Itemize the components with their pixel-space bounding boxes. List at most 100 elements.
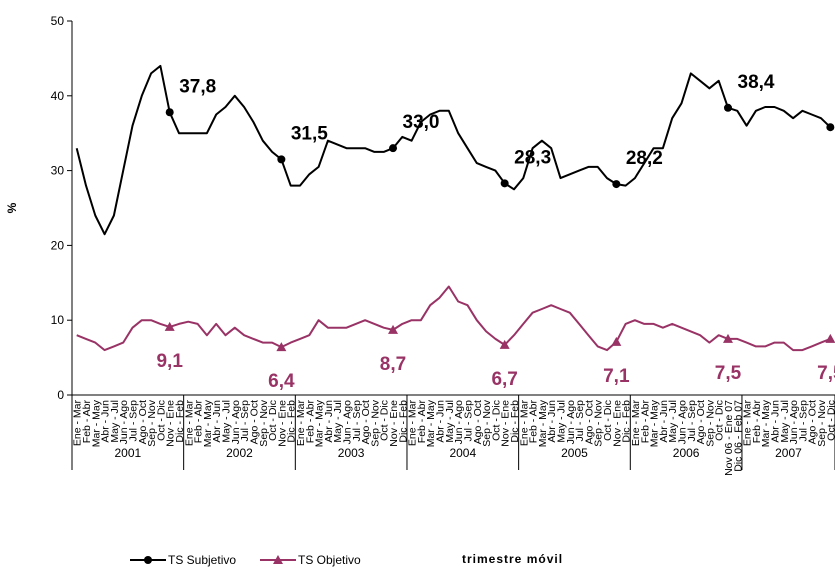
- x-tick-label: Sep - Nov: [258, 399, 270, 446]
- value-label: 38,4: [738, 72, 775, 93]
- x-tick-label: Oct - Dic: [825, 400, 835, 441]
- x-tick-label: Dic - Feb: [621, 400, 633, 443]
- legend-label: TS Subjetivo: [168, 553, 236, 567]
- x-tick-label: Nov - Ene: [165, 400, 177, 447]
- x-tick-label: Nov - Ene: [611, 400, 623, 447]
- x-tick-label: Dic - Feb: [509, 400, 521, 443]
- marker: [164, 321, 175, 331]
- value-label: 28,2: [626, 148, 663, 169]
- marker: [611, 336, 622, 346]
- x-tick-label: Abr - Jun: [546, 400, 558, 443]
- x-tick-label: Ene - Mar: [295, 400, 307, 447]
- x-tick-label: Oct - Dic: [379, 400, 391, 441]
- value-label: 9,1: [156, 351, 183, 372]
- x-tick-label: Jul - Sep: [462, 400, 474, 442]
- year-label: 2007: [775, 446, 802, 460]
- value-label: 31,5: [291, 123, 328, 144]
- x-tick-label: Jul - Sep: [574, 400, 586, 442]
- x-tick-label: Feb - Abr: [193, 399, 205, 443]
- marker: [826, 123, 835, 132]
- x-tick-label: Feb - Abr: [81, 399, 93, 443]
- marker: [500, 179, 509, 188]
- x-tick-label: Ene - Mar: [72, 400, 84, 447]
- legend-marker: [144, 556, 152, 564]
- x-tick-label: Abr - Jun: [323, 400, 335, 443]
- marker: [612, 180, 621, 189]
- value-label: 7,5: [715, 363, 742, 384]
- value-label: 7,1: [603, 366, 630, 387]
- x-tick-label: Oct - Dic: [602, 400, 614, 441]
- x-tick-label: Ago - Oct: [137, 400, 149, 444]
- x-axis-title: trimestre móvil: [462, 552, 563, 566]
- x-tick-label: Feb - Abr: [639, 399, 651, 443]
- series-line: [76, 285, 831, 352]
- x-tick-label: Ene - Mar: [183, 400, 195, 447]
- value-label: 37,8: [179, 76, 216, 97]
- x-tick-label: Oct - Dic: [490, 400, 502, 441]
- x-tick-label: Sep - Nov: [593, 399, 605, 446]
- marker: [389, 144, 398, 153]
- year-label: 2004: [449, 446, 476, 460]
- x-tick-label: Oct - Dic: [714, 400, 726, 441]
- x-tick-label: Ene - Mar: [742, 400, 754, 447]
- year-label: 2005: [561, 446, 588, 460]
- x-tick-label: Abr - Jun: [658, 400, 670, 443]
- y-axis-title: %: [5, 202, 19, 213]
- x-tick-label: Abr - Jun: [770, 400, 782, 443]
- x-tick-label: Mar - May: [537, 399, 549, 447]
- x-tick-label: Feb - Abr: [751, 399, 763, 443]
- x-tick-label: Mar - May: [649, 399, 661, 447]
- x-tick-label: May - Jul: [444, 400, 456, 443]
- marker: [499, 339, 510, 349]
- year-label: 2006: [673, 446, 700, 460]
- x-tick-label: Oct - Dic: [155, 400, 167, 441]
- y-tick-label: 20: [51, 238, 65, 252]
- y-tick-label: 50: [51, 14, 65, 28]
- x-tick-label: Sep - Nov: [704, 399, 716, 446]
- x-tick-label: Jul - Sep: [351, 400, 363, 442]
- value-label: 6,4: [268, 371, 295, 392]
- x-tick-label: Jun - Ago: [230, 400, 242, 445]
- x-tick-label: Sep - Nov: [816, 399, 828, 446]
- x-tick-label: May - Jul: [332, 400, 344, 443]
- x-tick-label: Dic - Feb: [174, 400, 186, 443]
- x-tick-label: Jul - Sep: [797, 400, 809, 442]
- x-tick-label: May - Jul: [667, 400, 679, 443]
- marker: [276, 342, 287, 352]
- x-tick-label: Ago - Oct: [248, 400, 260, 444]
- x-tick-label: May - Jul: [556, 400, 568, 443]
- legend-label: TS Objetivo: [298, 553, 361, 567]
- x-tick-label: Nov - Ene: [388, 400, 400, 447]
- value-label: 28,3: [514, 147, 551, 168]
- marker: [165, 108, 174, 117]
- x-tick-label: May - Jul: [221, 400, 233, 443]
- x-tick-label: Oct - Dic: [267, 400, 279, 441]
- x-tick-label: Feb - Abr: [528, 399, 540, 443]
- x-tick-label: Jul - Sep: [127, 400, 139, 442]
- value-label: 7,5: [817, 363, 835, 384]
- x-tick-label: Ago - Oct: [583, 400, 595, 444]
- x-tick-label: Jun - Ago: [788, 400, 800, 445]
- x-tick-label: Jun - Ago: [565, 400, 577, 445]
- marker: [723, 103, 732, 112]
- x-tick-label: Jul - Sep: [239, 400, 251, 442]
- series-line: [75, 64, 831, 236]
- x-tick-label: May - Jul: [109, 400, 121, 443]
- x-tick-label: Mar - May: [425, 399, 437, 447]
- x-tick-label: Jun - Ago: [341, 400, 353, 445]
- x-tick-label: Nov - Ene: [500, 400, 512, 447]
- x-tick-label: Jun - Ago: [118, 400, 130, 445]
- value-label: 6,7: [491, 369, 517, 390]
- year-label: 2001: [114, 446, 141, 460]
- value-label: 33,0: [403, 112, 440, 133]
- marker: [722, 333, 733, 343]
- x-tick-label: Ene - Mar: [518, 400, 530, 447]
- x-tick-label: Ene - Mar: [407, 400, 419, 447]
- x-tick-label: Ago - Oct: [472, 400, 484, 444]
- x-tick-label: Dic - Feb: [286, 400, 298, 443]
- x-tick-label: Abr - Jun: [435, 400, 447, 443]
- x-tick-label: Mar - May: [314, 399, 326, 447]
- x-tick-label: Jul - Sep: [686, 400, 698, 442]
- x-tick-label: Ene - Mar: [630, 400, 642, 447]
